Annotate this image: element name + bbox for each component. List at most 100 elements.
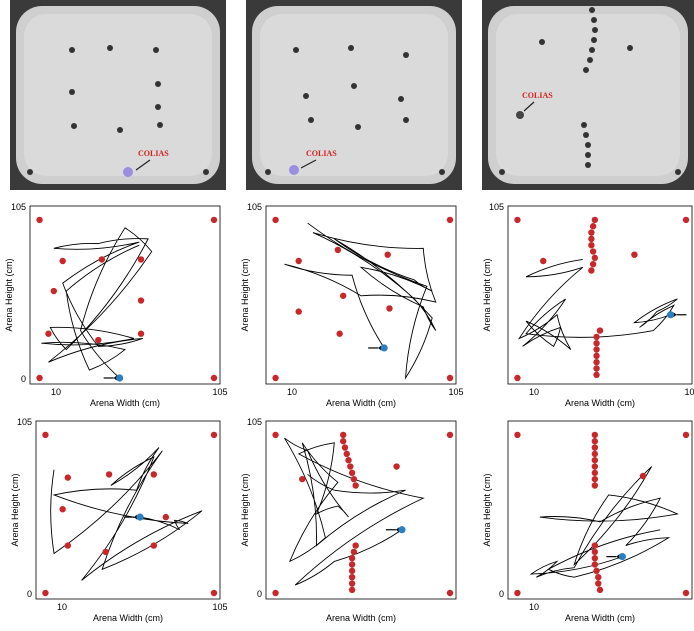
trajectory-plot-r1c2-svg: 10 105 105 Arena Width (cm) Arena Height (cm… — [240, 202, 464, 408]
robot-position — [398, 526, 406, 534]
obstacle-point — [352, 482, 359, 489]
trajectory-plot-r1c2: 10 105 105 Arena Width (cm) Arena Height (cm… — [236, 198, 464, 408]
obstacle-point — [593, 371, 600, 379]
obstacle-point — [348, 561, 356, 568]
y-tick-label: 0 — [21, 374, 26, 384]
arena-photo-2-svg: COLIAS — [246, 0, 462, 190]
obstacle-point — [446, 374, 454, 382]
obstacle-point — [210, 216, 218, 224]
obstacle-point — [593, 346, 600, 353]
obstacle-point — [348, 555, 356, 562]
trajectory-plot-r2c3-svg: 10 0 Arena Width (cm) Arena Height (cm) — [482, 420, 693, 623]
robot-position — [666, 311, 675, 319]
obstacle-point — [45, 330, 52, 337]
obstacle-point — [591, 216, 599, 224]
obstacle-point — [42, 431, 49, 439]
x-axis-label: Arena Width (cm) — [326, 398, 396, 408]
obstacle-point — [593, 340, 600, 347]
obstacle-point — [59, 506, 66, 513]
y-tick-label: 105 — [489, 202, 504, 212]
obstacle-point — [64, 542, 72, 549]
y-tick-label: 0 — [27, 589, 32, 599]
obstacle-point — [386, 305, 393, 312]
obstacle-point — [150, 471, 157, 478]
obstacle-point — [95, 336, 102, 344]
obstacle-point — [514, 431, 521, 439]
obstacle-point — [36, 216, 43, 224]
robot-position — [380, 344, 388, 352]
obstacle-point — [446, 216, 454, 224]
robot-trajectory — [517, 258, 678, 350]
obstacle-point — [446, 431, 454, 439]
trajectory-plot-r2c2-svg: 0 105 Arena Width (cm) Arena Height (cm) — [240, 417, 457, 623]
plot-frame — [35, 420, 221, 600]
obstacle-point — [540, 257, 547, 265]
y-axis-label: Arena Height (cm) — [4, 258, 14, 331]
obstacle-point — [50, 287, 57, 295]
colias-label: COLIAS — [522, 91, 553, 100]
robot-trajectory — [50, 447, 203, 581]
obstacle-point — [98, 256, 106, 263]
obstacle-point — [272, 216, 279, 224]
obstacle-point — [591, 482, 599, 489]
obstacle-point — [347, 463, 354, 470]
x-tick-label: 10 — [57, 602, 67, 612]
obstacle-point — [682, 589, 690, 597]
obstacle-point — [295, 257, 302, 265]
x-tick-label: 105 — [212, 387, 227, 397]
y-axis-label: Arena Height (cm) — [482, 258, 492, 331]
obstacle-point — [272, 431, 279, 439]
obstacle-point — [64, 474, 72, 481]
plot-frame — [265, 205, 457, 385]
obstacle-point — [514, 374, 521, 382]
obstacle-point — [341, 444, 349, 451]
obstacle-point — [345, 457, 352, 464]
obstacle-point — [682, 431, 690, 439]
y-tick-label: 105 — [247, 417, 262, 427]
robot-arrow-head — [673, 312, 677, 318]
x-tick-label: 105 — [212, 602, 227, 612]
arena-photo-3-svg: COLIAS — [482, 0, 694, 190]
obstacle-point — [591, 555, 599, 562]
trajectory-plot-r1c1: 10 105 0 105 Arena Width (cm) Arena Height (c… — [0, 198, 228, 408]
obstacle-point — [340, 438, 347, 445]
robot-trajectory — [529, 466, 679, 578]
x-tick-label: 10 — [51, 387, 61, 397]
obstacle-point — [210, 374, 218, 382]
obstacle-point — [591, 561, 599, 568]
obstacle-point — [384, 251, 391, 258]
obstacle-point — [596, 327, 604, 334]
obstacle-point — [593, 365, 600, 372]
obstacle-point — [340, 431, 347, 439]
plot-frame — [265, 420, 457, 600]
obstacle-point — [591, 469, 599, 477]
obstacle-point — [446, 589, 454, 597]
obstacle-point — [514, 589, 521, 597]
x-tick-label: 10 — [529, 387, 539, 397]
robot-arrow-head — [134, 514, 138, 520]
arena-photo-1: COLIAS — [10, 0, 226, 190]
obstacle-point — [348, 573, 356, 581]
y-tick-label: 0 — [499, 589, 504, 599]
obstacle-point — [59, 257, 66, 265]
obstacle-point — [682, 216, 690, 224]
obstacle-point — [591, 254, 599, 262]
obstacle-point — [299, 475, 306, 483]
robot-marker — [123, 167, 133, 177]
x-axis-label: Arena Width (cm) — [565, 613, 635, 623]
robot-trajectory — [41, 227, 153, 379]
y-tick-label: 105 — [17, 417, 32, 427]
robot-arrow-head — [616, 554, 620, 560]
obstacle-point — [588, 267, 595, 274]
x-axis-label: Arena Width (cm) — [326, 613, 396, 623]
obstacle-point — [593, 358, 600, 366]
plot-frame — [29, 205, 221, 385]
obstacle-point — [588, 235, 595, 243]
trajectory-plot-r2c2: 0 105 Arena Width (cm) Arena Height (cm) — [236, 413, 464, 629]
obstacle-point — [272, 374, 279, 382]
obstacle-point — [591, 548, 599, 556]
obstacle-point — [162, 513, 170, 521]
obstacle-point — [589, 223, 597, 230]
robot-trajectory — [284, 222, 437, 380]
obstacle-point — [36, 374, 43, 382]
